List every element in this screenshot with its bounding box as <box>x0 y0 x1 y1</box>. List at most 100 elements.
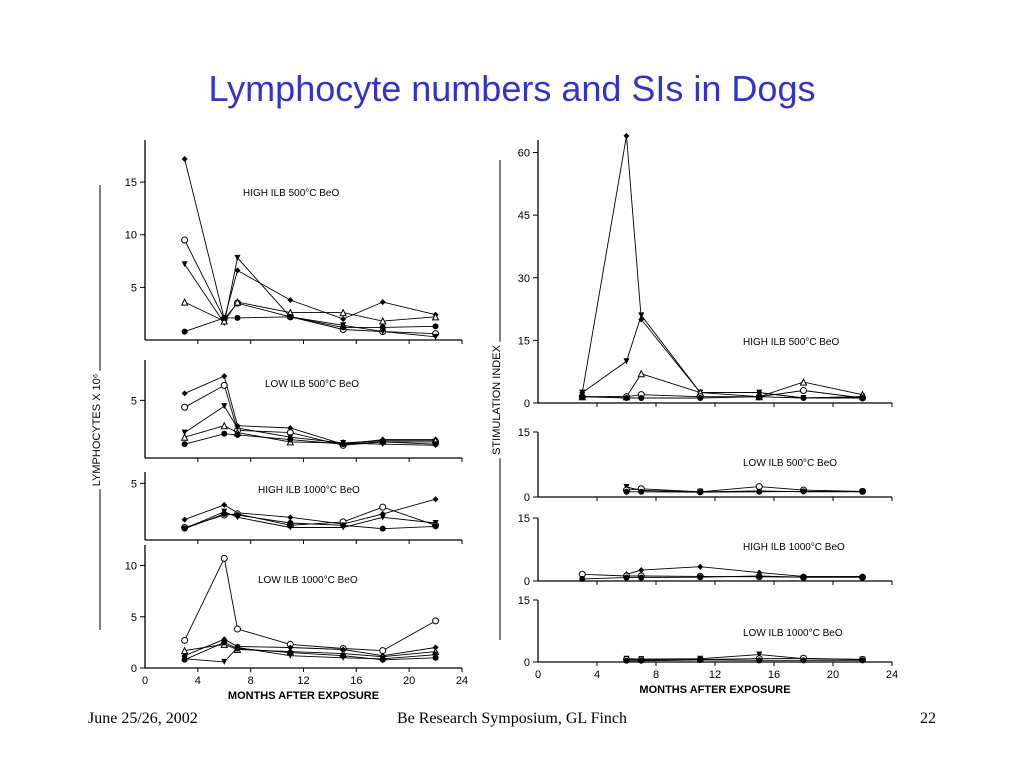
marker-diamond <box>181 390 188 397</box>
marker-filled-circle <box>756 657 763 664</box>
series-line <box>184 556 436 652</box>
marker-open-triangle <box>180 297 189 306</box>
footer-slide-number: 22 <box>920 710 936 727</box>
ylabel-lymphocytes-text: LYMPHOCYTES X 10⁶ <box>91 374 103 487</box>
y-tick-label: 5 <box>131 612 137 624</box>
panel-lymphocytes-0: 5 10 15 HIGH ILB 500°C BeO <box>125 140 463 344</box>
marker-filled-circle <box>379 525 386 532</box>
panel-title: HIGH ILB 1000°C BeO <box>743 542 845 553</box>
marker-filled-circle <box>234 431 241 438</box>
marker-filled-circle <box>234 314 241 321</box>
panel-lymphocytes-3: 0 5 10 0 4 8 12 16 20 24 MONTHS AFTER EXPOSURE LOW … <box>125 545 468 702</box>
x-tick-label: 8 <box>248 675 254 687</box>
marker-filled-circle <box>379 438 386 445</box>
series-line <box>184 158 436 321</box>
marker-filled-circle <box>379 656 386 663</box>
y-tick-label: 60 <box>518 148 530 160</box>
marker-filled-circle <box>379 324 386 331</box>
panel-title: HIGH ILB 1000°C BeO <box>258 485 360 496</box>
marker-filled-circle <box>697 394 704 401</box>
marker-filled-circle <box>638 488 645 495</box>
marker-filled-circle <box>623 657 630 664</box>
panel-lymphocytes-2: 5 HIGH ILB 1000°C BeO <box>131 472 463 544</box>
marker-diamond <box>638 567 645 574</box>
marker-filled-circle <box>697 489 704 496</box>
marker-triangle-down <box>234 425 241 432</box>
panel-title: HIGH ILB 500°C BeO <box>243 188 339 199</box>
marker-filled-circle <box>638 394 645 401</box>
marker-triangle-down <box>432 651 439 658</box>
marker-diamond <box>221 373 228 380</box>
marker-open-triangle <box>220 316 229 325</box>
x-tick-label: 16 <box>768 669 780 681</box>
marker-open-circle <box>379 503 387 511</box>
y-tick-label: 15 <box>518 335 530 347</box>
panel-title: HIGH ILB 500°C BeO <box>743 337 839 348</box>
marker-open-triangle <box>180 646 189 655</box>
marker-filled-circle <box>432 323 439 330</box>
y-tick-label: 15 <box>518 513 530 525</box>
marker-open-triangle <box>233 297 242 306</box>
marker-triangle-down <box>756 389 763 396</box>
panel-title: LOW ILB 1000°C BeO <box>258 575 358 586</box>
x-axis-label: MONTHS AFTER EXPOSURE <box>639 684 790 696</box>
marker-triangle-down <box>234 254 241 261</box>
marker-filled-circle <box>432 441 439 448</box>
panel-lymphocytes-1: 5 LOW ILB 500°C BeO <box>131 360 463 462</box>
marker-filled-circle <box>340 324 347 331</box>
marker-open-triangle <box>180 433 189 441</box>
marker-diamond <box>181 516 188 523</box>
marker-diamond <box>623 132 630 139</box>
marker-open-triangle <box>378 316 387 325</box>
y-tick-label: 15 <box>518 427 530 439</box>
y-tick-label: 30 <box>518 273 530 285</box>
marker-triangle-down <box>579 389 586 396</box>
marker-diamond <box>234 267 241 274</box>
marker-triangle-down <box>287 524 294 531</box>
marker-diamond <box>287 297 294 303</box>
marker-filled-circle <box>181 656 188 663</box>
panel-stimulation-index-6: 0 15 HIGH ILB 1000°C BeO <box>518 513 893 588</box>
marker-filled-circle <box>287 436 294 443</box>
marker-open-circle <box>181 236 189 244</box>
marker-diamond <box>340 315 347 322</box>
marker-filled-circle <box>859 574 866 581</box>
marker-filled-circle <box>638 574 645 581</box>
marker-filled-circle <box>340 522 347 529</box>
x-tick-label: 4 <box>594 669 600 681</box>
marker-triangle-down <box>432 333 439 340</box>
marker-filled-circle <box>756 572 763 579</box>
panel-stimulation-index-7: 0 15 0 4 8 12 16 20 24 MONTHS AFTER EXPOSURE LOW I… <box>518 595 898 696</box>
footer-event: Be Research Symposium, GL Finch <box>396 710 628 727</box>
marker-filled-circle <box>234 512 241 519</box>
panel-title: LOW ILB 1000°C BeO <box>743 628 843 639</box>
panel-title: LOW ILB 500°C BeO <box>265 379 359 390</box>
ylabel-lymphocytes: LYMPHOCYTES X 10⁶ <box>91 185 107 630</box>
marker-filled-circle <box>859 657 866 664</box>
y-tick-label: 5 <box>131 478 137 490</box>
y-tick-label: 5 <box>131 395 137 407</box>
marker-diamond <box>221 501 228 508</box>
marker-triangle-down <box>181 429 188 436</box>
x-tick-label: 16 <box>350 675 362 687</box>
marker-filled-circle <box>800 574 807 581</box>
marker-open-circle <box>432 617 440 625</box>
y-tick-label: 5 <box>131 282 137 294</box>
x-axis-label: MONTHS AFTER EXPOSURE <box>228 690 379 702</box>
marker-triangle-down <box>638 312 645 319</box>
ylabel-stimulation-index: STIMULATION INDEX <box>491 160 507 640</box>
y-tick-label: 10 <box>125 230 137 242</box>
marker-filled-circle <box>432 654 439 661</box>
marker-triangle-down <box>756 651 763 658</box>
y-tick-label: 0 <box>524 576 530 588</box>
ylabel-backing <box>493 341 507 459</box>
marker-open-circle <box>181 403 189 411</box>
marker-diamond <box>697 563 704 570</box>
marker-filled-circle <box>859 488 866 495</box>
ylabel-backing <box>93 370 107 490</box>
x-tick-label: 12 <box>709 669 721 681</box>
x-tick-label: 20 <box>403 675 415 687</box>
slide-title: Lymphocyte numbers and SIs in Dogs <box>208 68 816 109</box>
marker-triangle-down <box>221 403 228 410</box>
